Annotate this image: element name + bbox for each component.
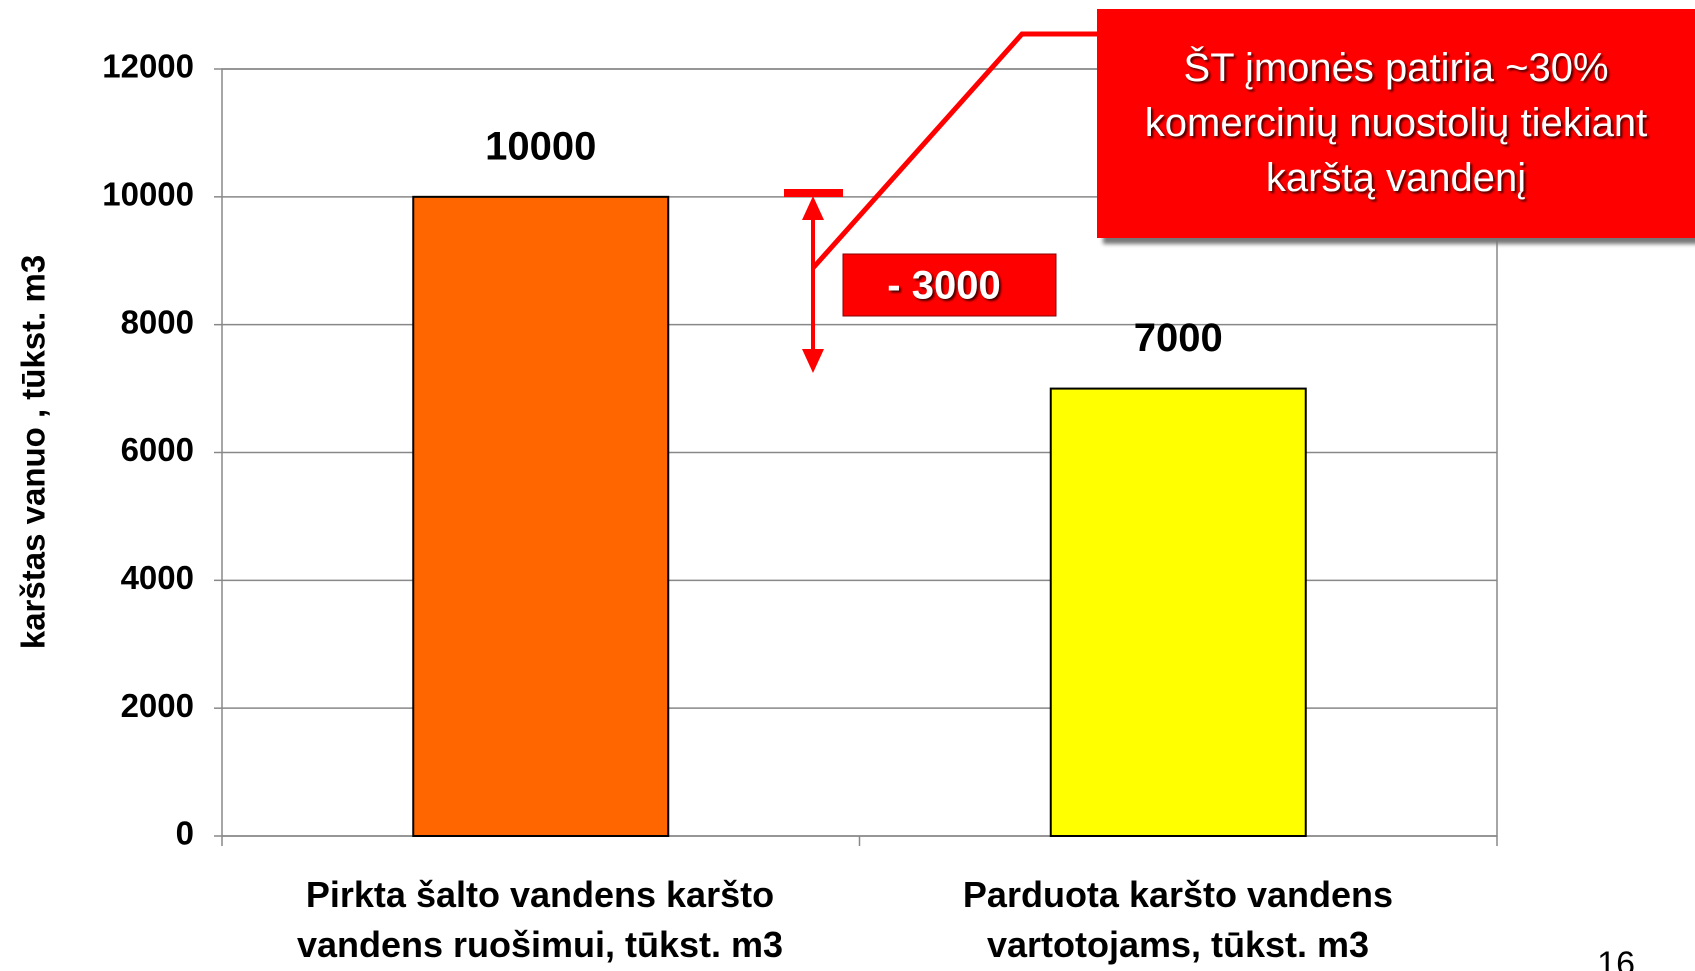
arrow-head — [802, 196, 824, 220]
arrow-head — [802, 349, 824, 373]
page-number: 16 — [1597, 945, 1635, 971]
y-tick-label: 4000 — [121, 559, 194, 596]
data-label: 7000 — [1134, 316, 1223, 360]
y-tick-label: 6000 — [121, 431, 194, 468]
bar — [1049, 387, 1307, 837]
x-tick-label: Parduota karšto vandens vartotojams, tūk… — [962, 874, 1394, 965]
data-label: 10000 — [485, 124, 596, 168]
difference-label: - 3000 — [887, 264, 1000, 308]
y-tick-label: 10000 — [102, 176, 194, 213]
callout-leader — [811, 31, 1097, 270]
x-tick-label: Pirkta šalto vandens karšto vandens ruoš… — [296, 874, 784, 965]
difference-box — [842, 253, 1057, 317]
y-tick-label: 2000 — [121, 687, 194, 724]
y-tick-label: 8000 — [121, 303, 194, 340]
y-axis-label: karštas vanuo , tūkst. m3 — [15, 255, 52, 649]
y-tick-label: 12000 — [102, 48, 194, 85]
callout: ŠT įmonės patiria ~30% komercinių nuosto… — [1097, 9, 1695, 238]
y-tick-label: 0 — [176, 815, 194, 852]
bar — [412, 195, 670, 838]
